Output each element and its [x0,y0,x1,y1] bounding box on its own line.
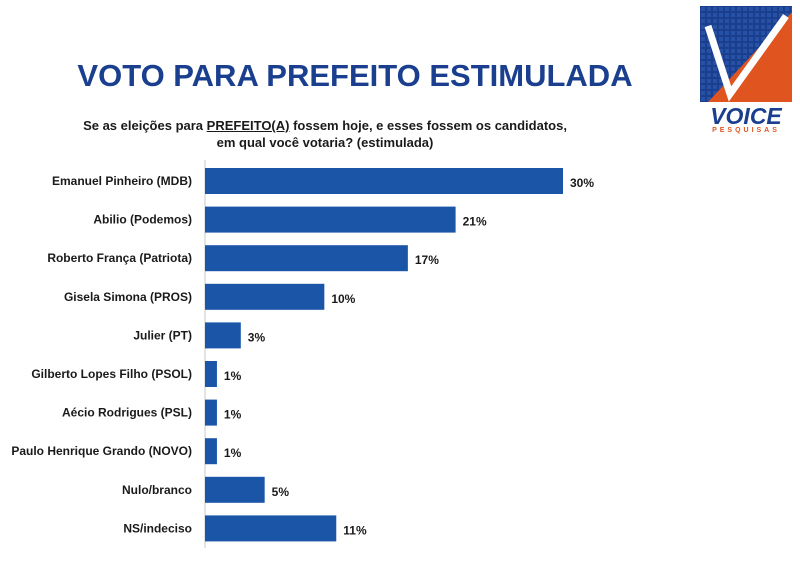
category-label: Paulo Henrique Grando (NOVO) [11,444,192,458]
bars-layer: Emanuel Pinheiro (MDB) 30% Abilio (Podemos… [11,168,594,542]
category-label: Julier (PT) [133,328,192,342]
category-label: NS/indeciso [123,521,192,535]
chart-title: VOTO PARA PREFEITO ESTIMULADA [77,58,633,93]
logo-subtitle: PESQUISAS [712,127,780,134]
question-prefix: Se as eleições para [83,118,207,133]
question-text: Se as eleições para PREFEITO(A) fossem h… [80,117,570,151]
bar [205,399,217,426]
value-label: 10% [331,292,355,306]
value-label: 1% [224,408,242,422]
bar [205,438,217,465]
question-emphasis: PREFEITO(A) [206,118,290,133]
value-label: 3% [248,330,266,344]
category-label: Gilberto Lopes Filho (PSOL) [31,367,192,381]
bar [205,322,241,349]
value-label: 30% [570,176,594,190]
value-label: 17% [415,253,439,267]
bar [205,515,337,542]
logo-wordmark: VOICE [710,103,782,129]
bar [205,283,325,310]
bar [205,168,563,194]
bar [205,361,217,387]
category-label: Gisela Simona (PROS) [64,290,192,304]
value-label: 21% [463,215,487,229]
category-label: Roberto França (Patriota) [47,251,192,265]
value-label: 11% [343,523,367,537]
category-label: Abilio (Podemos) [93,213,192,227]
bar [205,245,408,272]
value-label: 5% [272,485,290,499]
question-suffix: fossem hoje, e esses fossem os candidato… [216,118,567,150]
bar [205,206,456,233]
value-label: 1% [224,446,242,460]
category-label: Nulo/branco [122,483,192,497]
voice-logo-mark [700,6,792,102]
bar [205,476,265,503]
category-label: Emanuel Pinheiro (MDB) [52,174,192,188]
value-label: 1% [224,369,242,383]
voice-logo: VOICE PESQUISAS [700,6,792,136]
category-label: Aécio Rodrigues (PSL) [62,406,192,420]
